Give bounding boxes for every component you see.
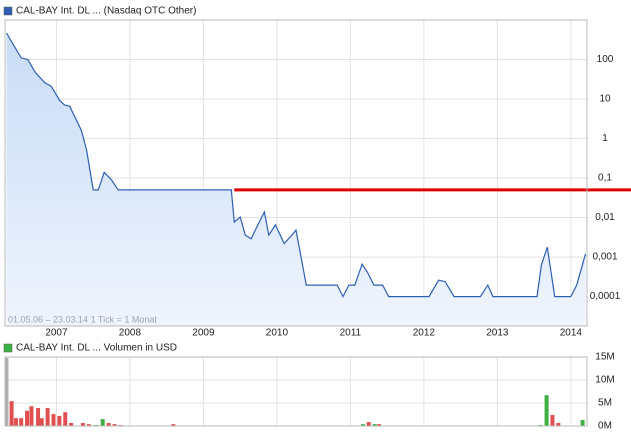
x-tick-label: 2008 [119, 328, 142, 339]
x-tick-label: 2011 [340, 328, 362, 339]
y-tick-label: 0,1 [598, 173, 612, 184]
volume-bar [9, 401, 14, 426]
volume-bar [372, 424, 377, 426]
volume-bar [14, 418, 19, 426]
volume-bar [106, 423, 111, 426]
y-tick-label: 10M [595, 375, 614, 386]
y-tick-label: 0M [598, 421, 612, 432]
legend-label: CAL-BAY Int. DL ... (Nasdaq OTC Other) [16, 6, 196, 17]
volume-bar [69, 423, 74, 426]
volume-bar [51, 414, 56, 426]
volume-bar [39, 418, 44, 426]
volume-bar [550, 414, 555, 426]
plot-frame [4, 356, 588, 427]
legend-label: CAL-BAY Int. DL ... Volumen in USD [16, 343, 177, 354]
volume-bar [171, 424, 176, 426]
x-tick-label: 2009 [192, 328, 215, 339]
volume-bar [377, 424, 382, 426]
volume-bar [4, 357, 9, 426]
range-note: 01.05.06 – 23.03.14 1 Tick = 1 Monat [8, 314, 157, 324]
volume-bar [544, 395, 549, 426]
volume-bar [556, 423, 561, 426]
volume-bar [100, 419, 105, 426]
legend-swatch [3, 6, 13, 16]
volume-bar [580, 420, 585, 426]
x-tick-label: 2014 [560, 328, 583, 339]
volume-bar [36, 408, 41, 426]
x-tick-label: 2007 [45, 328, 68, 339]
y-tick-label: 100 [597, 54, 614, 65]
y-tick-label: 0,0001 [590, 291, 621, 302]
y-tick-label: 0,001 [592, 252, 617, 263]
y-tick-label: 10 [599, 94, 611, 105]
volume-bar [63, 412, 68, 426]
x-tick-label: 2013 [486, 328, 509, 339]
volume-bar [86, 424, 91, 426]
y-tick-label: 1 [602, 133, 608, 144]
volume-bar [57, 415, 62, 426]
x-tick-label: 2010 [266, 328, 289, 339]
volume-bar [366, 422, 371, 426]
volume-bar [19, 418, 24, 426]
volume-bar [112, 424, 117, 426]
volume-bar [45, 408, 50, 426]
y-tick-label: 0,01 [595, 212, 615, 223]
x-tick-label: 2012 [413, 328, 436, 339]
volume-bar [360, 424, 365, 426]
y-tick-label: 15M [595, 352, 614, 363]
price-area [6, 33, 586, 326]
legend-swatch [3, 343, 13, 353]
y-tick-label: 5M [598, 398, 612, 409]
volume-bar [80, 423, 85, 426]
plot-frame [4, 19, 588, 327]
price-line [5, 32, 587, 298]
volume-bar [25, 410, 30, 426]
volume-bar [29, 406, 34, 426]
